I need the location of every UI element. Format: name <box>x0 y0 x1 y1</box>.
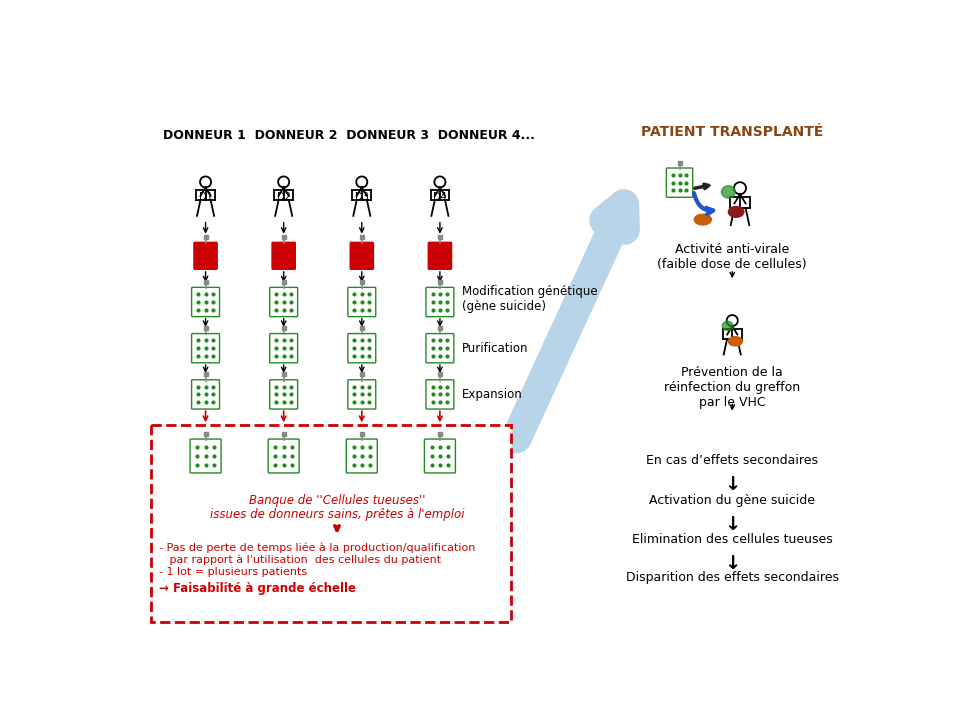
Text: ↓: ↓ <box>724 554 740 573</box>
Text: Elimination des cellules tueuses: Elimination des cellules tueuses <box>632 533 832 546</box>
Circle shape <box>434 176 445 187</box>
FancyArrowPatch shape <box>694 193 713 215</box>
Ellipse shape <box>729 207 744 217</box>
FancyBboxPatch shape <box>426 333 454 363</box>
FancyBboxPatch shape <box>268 439 300 473</box>
Text: D3: D3 <box>355 192 369 202</box>
Ellipse shape <box>721 186 735 198</box>
Text: Prévention de la
réinfection du greffon
par le VHC: Prévention de la réinfection du greffon … <box>664 366 801 409</box>
FancyBboxPatch shape <box>424 439 455 473</box>
Text: → Faisabilité à grande échelle: → Faisabilité à grande échelle <box>158 582 356 595</box>
Text: ↓: ↓ <box>724 475 740 494</box>
Circle shape <box>278 176 289 187</box>
FancyBboxPatch shape <box>194 243 217 269</box>
Text: Activité anti-virale
(faible dose de cellules): Activité anti-virale (faible dose de cel… <box>658 243 807 271</box>
Text: Activation du gène suicide: Activation du gène suicide <box>649 495 815 508</box>
FancyBboxPatch shape <box>347 439 377 473</box>
Bar <box>151 426 512 621</box>
FancyBboxPatch shape <box>192 287 220 317</box>
FancyBboxPatch shape <box>190 439 221 473</box>
Text: PATIENT TRANSPLANTÉ: PATIENT TRANSPLANTÉ <box>641 125 824 139</box>
Ellipse shape <box>729 337 742 346</box>
Text: D1: D1 <box>199 192 212 202</box>
Text: En cas d’effets secondaires: En cas d’effets secondaires <box>646 454 818 467</box>
Text: issues de donneurs sains, prêtes à l'emploi: issues de donneurs sains, prêtes à l'emp… <box>209 508 465 521</box>
FancyBboxPatch shape <box>426 379 454 409</box>
FancyBboxPatch shape <box>666 168 693 197</box>
Text: ↓: ↓ <box>724 516 740 534</box>
FancyBboxPatch shape <box>348 333 375 363</box>
Text: DONNEUR 1  DONNEUR 2  DONNEUR 3  DONNEUR 4...: DONNEUR 1 DONNEUR 2 DONNEUR 3 DONNEUR 4.… <box>162 129 535 142</box>
FancyBboxPatch shape <box>192 379 220 409</box>
Circle shape <box>356 176 368 187</box>
Ellipse shape <box>694 215 711 225</box>
Text: Banque de ''Cellules tueuses'': Banque de ''Cellules tueuses'' <box>249 495 425 508</box>
Text: Modification génétique
(gène suicide): Modification génétique (gène suicide) <box>462 285 597 313</box>
Text: par rapport à l'utilisation  des cellules du patient: par rapport à l'utilisation des cellules… <box>158 554 441 565</box>
FancyBboxPatch shape <box>272 243 296 269</box>
Text: Disparition des effets secondaires: Disparition des effets secondaires <box>626 572 839 585</box>
Circle shape <box>200 176 211 187</box>
FancyBboxPatch shape <box>348 379 375 409</box>
FancyBboxPatch shape <box>426 287 454 317</box>
FancyBboxPatch shape <box>348 287 375 317</box>
Text: Expansion: Expansion <box>462 388 522 401</box>
Text: D4: D4 <box>433 192 446 202</box>
Text: D2: D2 <box>276 192 291 202</box>
FancyArrowPatch shape <box>516 204 625 438</box>
Circle shape <box>734 182 746 194</box>
FancyBboxPatch shape <box>428 243 451 269</box>
FancyBboxPatch shape <box>270 379 298 409</box>
FancyBboxPatch shape <box>270 333 298 363</box>
Text: Purification: Purification <box>462 342 528 355</box>
Text: - 1 lot = plusieurs patients: - 1 lot = plusieurs patients <box>158 567 307 577</box>
FancyBboxPatch shape <box>192 333 220 363</box>
Ellipse shape <box>722 321 733 330</box>
FancyBboxPatch shape <box>270 287 298 317</box>
FancyBboxPatch shape <box>350 243 373 269</box>
Text: - Pas de perte de temps liée à la production/qualification: - Pas de perte de temps liée à la produc… <box>158 542 475 553</box>
Circle shape <box>727 315 738 326</box>
